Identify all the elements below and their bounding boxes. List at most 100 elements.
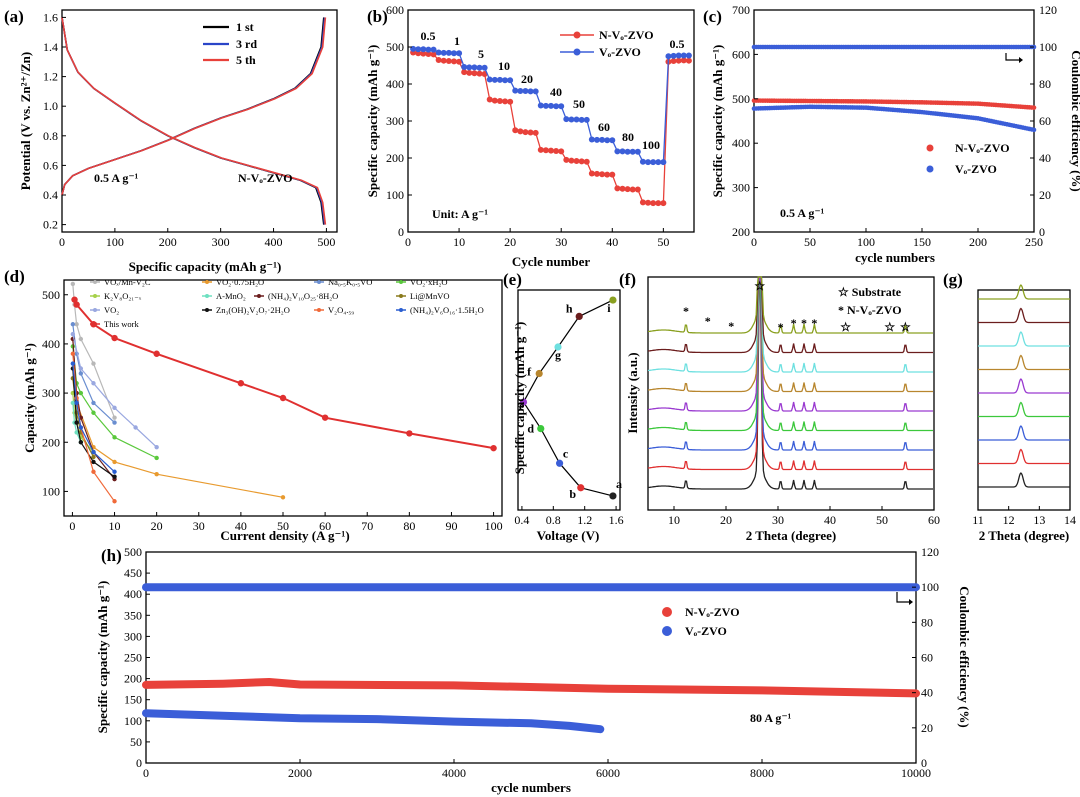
d-point-11-2: [78, 425, 84, 430]
f-legend-nvozvo: * N-Vₒ-ZVO: [838, 303, 902, 317]
d-point-0-5: [112, 415, 117, 420]
d-point-12-1: [73, 301, 80, 308]
d-legend-label-3: VO₂·xH₂O: [410, 277, 448, 287]
d-point-11-3: [91, 449, 96, 455]
a-xtick-label-5: 500: [317, 235, 335, 249]
h-ytick-label-4: 200: [124, 672, 142, 686]
a-legend-2: 3 rd: [236, 37, 257, 51]
c-y2tick-label-3: 60: [1039, 114, 1051, 128]
b-point-1-17: [496, 76, 503, 83]
b-point-0-15: [486, 96, 493, 103]
b-point-0-26: [542, 147, 549, 154]
d-point-5-2: [74, 430, 79, 435]
e-point-a: [609, 492, 617, 500]
b-xtick-label-1: 10: [453, 235, 465, 249]
c-xlabel: cycle numbers: [855, 250, 935, 265]
b-point-0-37: [599, 171, 606, 178]
c-legend-1: N-Vₒ-ZVO: [955, 141, 1010, 155]
b-ytick-label-2: 200: [386, 151, 404, 165]
c-ytick-label-0: 200: [732, 225, 750, 239]
panel-a: 0 100 200 300 400 500 0.2 0.4 0.6 0.8 1.0 1.2 1.4 1.6…: [18, 10, 335, 274]
d-legend-label-11: (NH₄)₂V₆O₁₆·1.5H₂O: [410, 305, 484, 315]
a-ytick-label-5: 1.2: [43, 70, 58, 84]
c-right-axis-arrow: [1005, 53, 1021, 61]
b-point-1-41: [619, 148, 626, 155]
b-series-line-0: [413, 51, 689, 204]
b-point-0-41: [619, 185, 626, 192]
e-point-label-a: a: [616, 477, 622, 491]
d-point-11-0: [70, 361, 76, 366]
b-point-1-9: [456, 50, 463, 57]
h-legend-marker-2: [662, 626, 672, 636]
c-ylabel: Specific capacity (mAh g⁻¹): [710, 45, 725, 198]
b-point-1-19: [507, 77, 514, 84]
f-xrd-pattern-3: [647, 276, 933, 432]
h-y2tick-label-6: 120: [921, 545, 939, 559]
d-legend-marker-9: [205, 308, 209, 312]
d-point-0-2: [74, 322, 79, 327]
b-xtick-label-2: 20: [504, 235, 516, 249]
b-point-0-54: [685, 57, 692, 64]
c-ytick-label-2: 400: [732, 136, 750, 150]
b-point-0-33: [578, 158, 585, 165]
b-point-1-24: [532, 88, 539, 95]
a-discharge-curve-0: [61, 17, 325, 225]
b-legend-2: Vₒ-ZVO: [599, 45, 641, 59]
panel-d: 0 10 20 30 40 50 60 70 80 90 100 100 200 300 400 500 VO…: [22, 277, 503, 543]
d-legend-marker-6: [257, 294, 261, 298]
b-point-0-28: [553, 147, 560, 154]
f-xrd-pattern-7: [647, 276, 933, 354]
e-xtick-label-3: 1.6: [609, 513, 624, 527]
g-peak-pattern-5: [978, 354, 1070, 371]
b-point-0-21: [517, 128, 524, 135]
b-point-1-30: [563, 116, 570, 123]
b-point-0-32: [573, 157, 580, 164]
b-rate-label-1: 1: [454, 34, 460, 48]
c-legend-marker-1: [926, 144, 934, 152]
b-rate-label-2: 5: [478, 47, 484, 61]
d-point-3-2: [78, 390, 84, 396]
b-point-0-52: [675, 57, 682, 64]
b-point-0-45: [639, 199, 646, 206]
panel-label-g: (g): [943, 270, 963, 289]
b-point-1-38: [604, 137, 611, 144]
a-ytick-label-1: 0.4: [43, 188, 58, 202]
b-point-0-38: [604, 171, 611, 178]
h-y2tick-label-2: 40: [921, 686, 933, 700]
d-ytick-label-0: 100: [42, 484, 60, 498]
d-point-7-3: [91, 454, 96, 460]
panel-label-e: (e): [503, 270, 522, 289]
h-y2tick-label-1: 20: [921, 721, 933, 735]
d-legend-label-8: VO₂: [104, 305, 119, 315]
d-legend-marker-0: [93, 280, 97, 284]
d-series-line-1: [72, 338, 284, 498]
e-point-b: [577, 484, 585, 492]
b-xtick-label-3: 30: [555, 235, 567, 249]
b-point-1-18: [502, 77, 509, 84]
f-star-marker-1: ☆: [840, 320, 851, 334]
panel-label-a: (a): [4, 7, 24, 26]
h-y2tick-label-5: 100: [921, 580, 939, 594]
f-asterisk-marker-3: *: [778, 320, 784, 334]
d-point-1-4: [154, 472, 159, 477]
b-point-1-42: [624, 148, 631, 155]
d-point-9-1: [74, 420, 79, 425]
b-point-1-36: [593, 136, 600, 143]
d-point-5-0: [70, 400, 76, 406]
h-y2tick-label-0: 0: [921, 756, 927, 770]
h-xtick-label-1: 2000: [288, 766, 312, 780]
c-xtick-label-5: 250: [1025, 235, 1043, 249]
b-point-1-14: [481, 64, 488, 71]
e-point-label-d: d: [527, 422, 534, 436]
g-peak-pattern-2: [978, 425, 1070, 441]
d-legend-label-2: Na₀.₅K₀.₅VO: [328, 277, 372, 287]
b-point-0-44: [634, 186, 641, 193]
f-xtick-label-0: 10: [668, 513, 680, 527]
d-point-3-5: [154, 455, 159, 461]
f-star-marker-0: ☆: [754, 279, 765, 293]
e-point-c: [555, 459, 564, 467]
e-point-label-h: h: [566, 301, 573, 315]
d-point-12-0: [71, 296, 78, 303]
b-point-0-2: [420, 50, 427, 57]
